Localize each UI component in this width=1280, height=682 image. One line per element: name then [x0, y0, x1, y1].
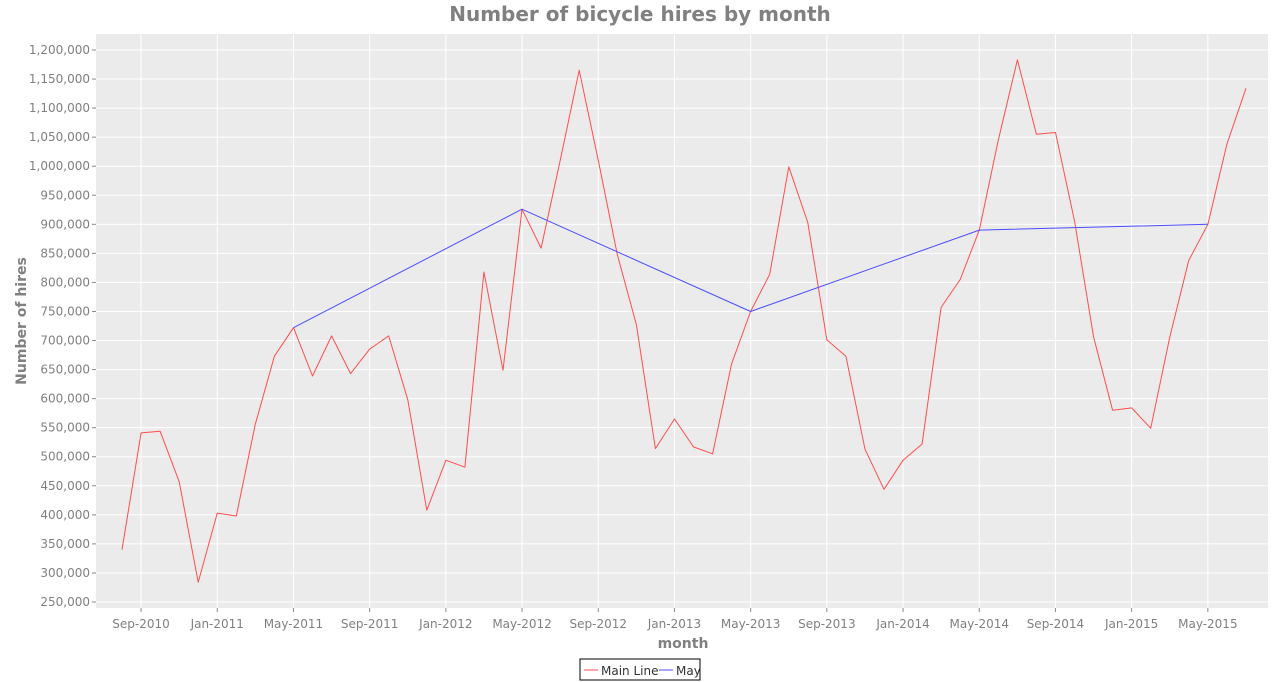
- series-layer: [121, 59, 1247, 583]
- y-tick-label: 350,000: [40, 537, 90, 551]
- y-tick-label: 1,150,000: [29, 72, 90, 86]
- x-tick-label: May-2015: [1178, 617, 1237, 631]
- x-tick-label: Sep-2011: [341, 617, 399, 631]
- y-tick-label: 1,100,000: [29, 101, 90, 115]
- x-tick-label: Sep-2012: [570, 617, 628, 631]
- legend-box: [579, 658, 701, 681]
- y-tick-label: 700,000: [40, 334, 90, 348]
- x-axis-title: month: [658, 636, 709, 652]
- x-tick-label: Sep-2010: [112, 617, 170, 631]
- y-tick-label: 1,050,000: [29, 130, 90, 144]
- y-axis-title: Number of hires: [14, 257, 30, 385]
- y-tick-label: 850,000: [40, 246, 90, 260]
- y-tick-label: 900,000: [40, 217, 90, 231]
- x-tick-label: May-2013: [721, 617, 780, 631]
- x-tick-label: May-2012: [492, 617, 551, 631]
- y-gridlines: [96, 49, 1268, 603]
- x-tick-label: Sep-2013: [798, 617, 856, 631]
- x-tick-label: Jan-2015: [1104, 617, 1158, 631]
- x-tick-label: May-2014: [950, 617, 1009, 631]
- legend-label-main-line: Main Line: [601, 664, 658, 678]
- x-tick-label: May-2011: [264, 617, 323, 631]
- y-axis-ticks: 250,000 300,000 350,000 400,000 450,000 500,0…: [29, 43, 96, 609]
- chart-title: Number of bicycle hires by month: [449, 2, 831, 26]
- legend: Main Line May: [579, 658, 701, 681]
- y-tick-label: 250,000: [40, 595, 90, 609]
- y-tick-label: 1,000,000: [29, 159, 90, 173]
- x-gridlines: [140, 34, 1209, 608]
- y-tick-label: 800,000: [40, 275, 90, 289]
- y-tick-label: 950,000: [40, 188, 90, 202]
- y-tick-label: 1,200,000: [29, 43, 90, 57]
- x-tick-label: Jan-2012: [418, 617, 472, 631]
- series-line-may: [293, 208, 1208, 329]
- x-axis-ticks: Sep-2010 Jan-2011 May-2011 Sep-2011 Jan-2012…: [112, 608, 1238, 631]
- plot-background: [96, 34, 1268, 608]
- x-tick-label: Jan-2011: [190, 617, 244, 631]
- x-tick-label: Jan-2014: [875, 617, 929, 631]
- y-tick-label: 500,000: [40, 450, 90, 464]
- y-tick-label: 750,000: [40, 304, 90, 318]
- y-tick-label: 550,000: [40, 421, 90, 435]
- legend-label-may: May: [676, 664, 701, 678]
- y-tick-label: 600,000: [40, 392, 90, 406]
- y-tick-label: 450,000: [40, 479, 90, 493]
- series-line-main-line: [121, 59, 1247, 583]
- x-tick-label: Sep-2014: [1027, 617, 1085, 631]
- y-tick-label: 300,000: [40, 566, 90, 580]
- x-tick-label: Jan-2013: [647, 617, 701, 631]
- y-tick-label: 400,000: [40, 508, 90, 522]
- y-tick-label: 650,000: [40, 363, 90, 377]
